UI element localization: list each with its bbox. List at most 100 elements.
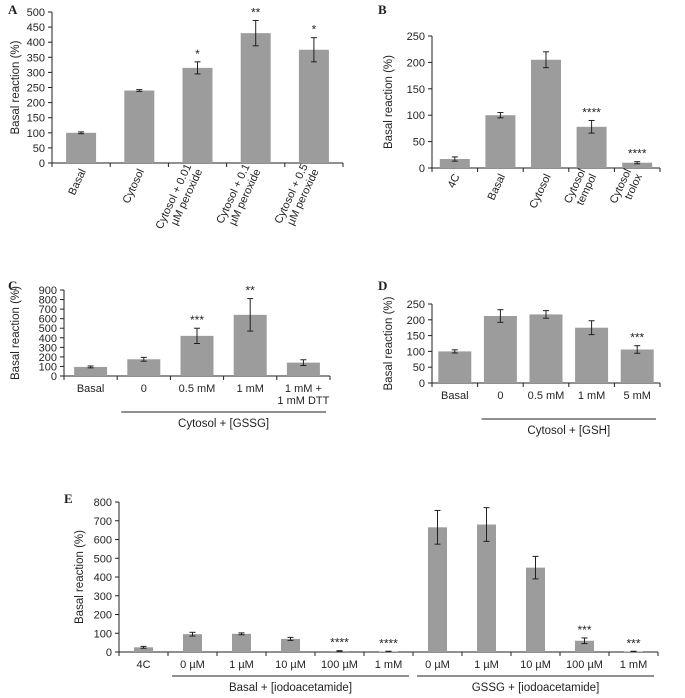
significance-label: ** xyxy=(246,284,256,298)
y-tick-label: 50 xyxy=(33,143,45,155)
x-tick-label: Cytosoltrolox xyxy=(608,167,645,211)
bar xyxy=(183,634,202,652)
x-tick-label: 1 µM xyxy=(474,659,499,671)
panel-e-chart: E Basal reaction (%) 0 100 200 300 400 500 600 70… xyxy=(64,491,659,694)
bar xyxy=(622,162,653,168)
x-tick-label: 1 mM xyxy=(375,659,403,671)
y-tick-label: 0 xyxy=(419,378,425,390)
bar xyxy=(485,115,516,168)
significance-label: * xyxy=(312,23,317,37)
panel-letter: D xyxy=(378,278,387,293)
y-tick-label: 50 xyxy=(413,137,425,149)
x-tick-label: 0.5 mM xyxy=(528,390,565,402)
panel-letter: C xyxy=(8,278,17,293)
x-tick-label: 10 µM xyxy=(275,659,306,671)
x-tick-label: 4C xyxy=(136,659,150,671)
bar xyxy=(286,362,320,376)
x-tick-label: 4C xyxy=(446,172,463,190)
x-tick-label-line: Basal xyxy=(486,172,509,202)
x-tick-label: Cytosol xyxy=(121,167,147,205)
bar xyxy=(134,647,153,652)
bar xyxy=(232,633,251,652)
x-tick-label: Cytosol + 0.1µM peroxide xyxy=(214,162,263,231)
y-tick-label: 300 xyxy=(39,342,57,354)
bar xyxy=(127,359,161,376)
y-tick-label: 100 xyxy=(27,128,45,140)
y-tick-label: 150 xyxy=(27,113,45,125)
bar xyxy=(620,349,654,383)
significance-label: *** xyxy=(626,636,640,650)
x-tick-label-line: 10 µM xyxy=(520,659,551,671)
x-tick-label: 100 µM xyxy=(321,659,358,671)
significance-label: **** xyxy=(330,636,349,650)
y-tick-label: 400 xyxy=(39,333,57,345)
y-tick-label: 0 xyxy=(419,163,425,175)
y-tick-label: 100 xyxy=(407,346,425,358)
y-tick-label: 150 xyxy=(407,84,425,96)
panel-d-chart: D Basal reaction (%) 0 50 100 150 200 250 *** Bas… xyxy=(378,278,661,437)
x-tick-label-line: 100 µM xyxy=(566,659,603,671)
y-tick-label: 500 xyxy=(27,7,45,19)
y-tick-label: 200 xyxy=(39,352,57,364)
y-tick-label: 300 xyxy=(94,591,112,603)
x-tick-label-line: 0 xyxy=(141,383,147,395)
y-tick-label: 800 xyxy=(94,497,112,509)
x-tick-label: 100 µM xyxy=(566,659,603,671)
y-tick-label: 0 xyxy=(39,158,45,170)
x-tick-label-line: 0.5 mM xyxy=(528,390,565,402)
y-tick-label: 200 xyxy=(407,315,425,327)
x-tick-label-line: 5 mM xyxy=(623,390,651,402)
group-label: Basal + [iodoacetamide] xyxy=(229,682,352,694)
x-tick-label: Cytosol + 0.5µM peroxide xyxy=(273,162,322,231)
significance-label: **** xyxy=(582,105,601,119)
significance-label: * xyxy=(195,47,200,61)
group-label: GSSG + [iodoacetamide] xyxy=(472,682,600,694)
x-tick-label-line: 1 mM xyxy=(236,383,264,395)
x-tick-label: 5 mM xyxy=(623,390,651,402)
y-tick-label: 450 xyxy=(27,22,45,34)
x-tick-label: Basal xyxy=(77,383,105,395)
x-tick-label: 1 mM +1 mM DTT xyxy=(277,383,329,407)
y-tick-label: 600 xyxy=(94,535,112,547)
y-axis-label: Basal reaction (%) xyxy=(74,530,86,624)
x-tick-label-line: Basal xyxy=(77,383,105,395)
bar xyxy=(477,524,496,652)
y-tick-label: 900 xyxy=(39,285,57,297)
bar xyxy=(438,351,472,383)
x-tick-label-line: 0 µM xyxy=(180,659,205,671)
y-tick-label: 700 xyxy=(94,516,112,528)
y-tick-label: 350 xyxy=(27,52,45,64)
x-tick-label: Cytosol + 0.01µM peroxide xyxy=(154,162,206,236)
y-axis-label: Basal reaction (%) xyxy=(383,296,395,390)
x-tick-label-line: 10 µM xyxy=(275,659,306,671)
x-tick-label: Cytosoltempol xyxy=(562,167,599,210)
bar xyxy=(529,314,563,383)
x-tick-label: 1 mM xyxy=(620,659,648,671)
x-tick-label-line: 0.5 mM xyxy=(179,383,216,395)
x-tick-label-line: 4C xyxy=(446,172,463,190)
x-tick-label: 0 µM xyxy=(425,659,450,671)
bar xyxy=(439,159,470,168)
x-tick-label: 1 mM xyxy=(578,390,606,402)
bar xyxy=(74,366,108,376)
y-tick-label: 250 xyxy=(407,299,425,311)
x-tick-label-line: 4C xyxy=(136,659,150,671)
significance-label: **** xyxy=(379,636,398,650)
bar xyxy=(182,67,213,163)
x-tick-label: 1 mM xyxy=(236,383,264,395)
x-tick-label-line: 0 µM xyxy=(425,659,450,671)
x-tick-label-line: Cytosol xyxy=(527,172,553,210)
x-tick-label-line: 1 µM xyxy=(474,659,499,671)
x-tick-label: Basal xyxy=(441,390,469,402)
x-tick-label-line: 1 mM xyxy=(578,390,606,402)
bar xyxy=(531,59,561,169)
x-tick-label: Basal xyxy=(486,172,509,202)
x-tick-label-line: Cytosol xyxy=(121,167,147,205)
significance-label: *** xyxy=(577,623,591,637)
x-tick-label-line: 0 xyxy=(497,390,503,402)
y-tick-label: 600 xyxy=(39,314,57,326)
y-tick-label: 100 xyxy=(407,110,425,122)
y-tick-label: 300 xyxy=(27,67,45,79)
